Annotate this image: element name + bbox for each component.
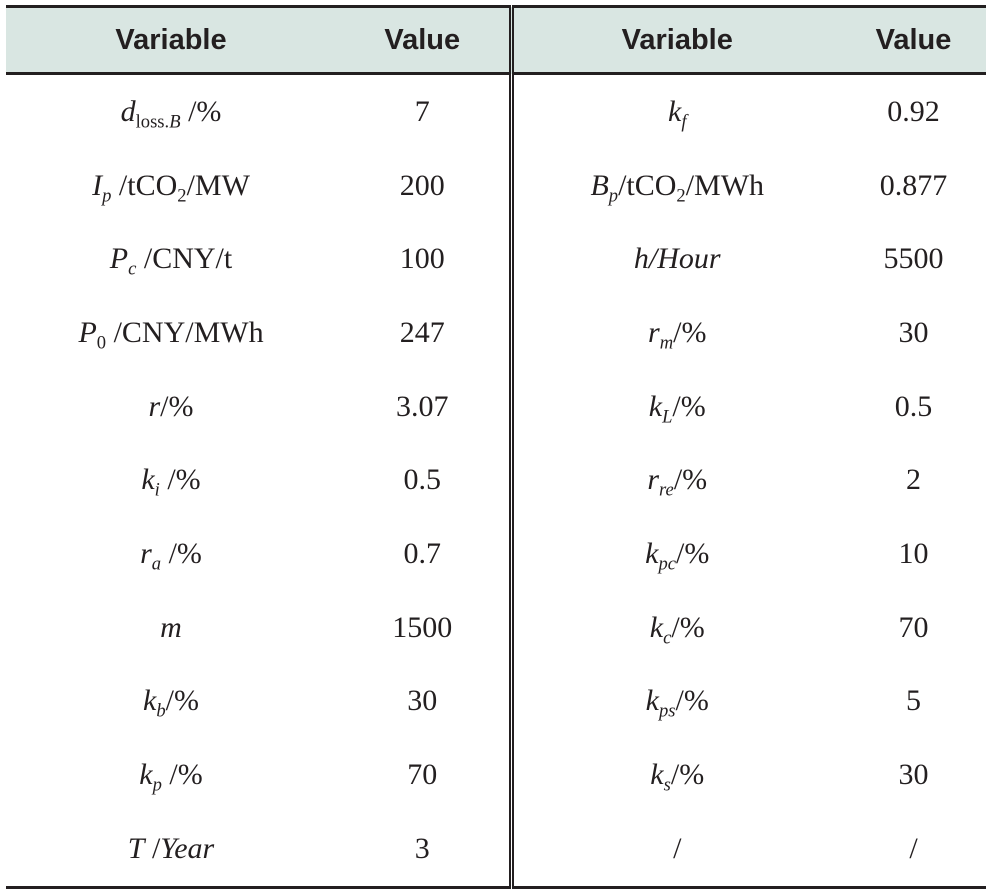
- variable-cell: kps/%: [645, 684, 709, 722]
- variable-cell: kc/%: [649, 610, 705, 649]
- variable-cell: /: [511, 811, 841, 889]
- table-row: ki /% 0.5 rre/% 2: [6, 443, 986, 518]
- table-row: dloss.B /% 7 kf 0.92: [6, 73, 986, 149]
- variable-cell: m: [160, 610, 182, 644]
- value-cell: 30: [336, 664, 514, 739]
- variable-cell: rre/%: [647, 463, 708, 501]
- variable-cell: r/%: [148, 389, 194, 423]
- variable-cell: ra /%: [140, 536, 202, 575]
- variable-cell: ks/%: [650, 758, 705, 796]
- value-cell: 0.877: [879, 168, 948, 202]
- variable-cell: kf: [668, 94, 687, 133]
- variable-cell: kb/%: [143, 684, 199, 722]
- header-value-left: Value: [336, 5, 514, 75]
- header-value-right: Value: [841, 5, 986, 75]
- variable-cell: kpc/%: [645, 536, 710, 575]
- value-cell: 0.5: [894, 389, 933, 423]
- variable-cell: kL/%: [648, 389, 706, 428]
- value-cell: 10: [898, 536, 929, 570]
- value-cell: 30: [898, 315, 929, 349]
- variable-cell: Pc /CNY/t: [109, 242, 233, 280]
- table-row: m 1500 kc/% 70: [6, 590, 986, 665]
- table-row: kb/% 30 kps/% 5: [6, 664, 986, 739]
- value-cell: 3: [336, 811, 514, 889]
- table-row: Ip /tCO2/MW 200 Bp/tCO2/MWh 0.877: [6, 148, 986, 223]
- variable-cell: ki /%: [141, 463, 201, 501]
- table-row: P0 /CNY/MWh 247 rm/% 30: [6, 296, 986, 370]
- variable-cell: dloss.B /%: [120, 94, 222, 133]
- variable-cell: rm/%: [648, 315, 707, 354]
- table-row: ra /% 0.7 kpc/% 10: [6, 517, 986, 591]
- variable-cell: h/Hour: [633, 242, 721, 276]
- value-cell: 70: [898, 610, 929, 644]
- table-row: kp /% 70 ks/% 30: [6, 738, 986, 812]
- value-cell: 200: [336, 148, 514, 223]
- header-row: Variable Value Variable Value: [6, 5, 986, 75]
- value-cell: 5: [906, 684, 921, 718]
- value-cell: 0.7: [336, 517, 514, 591]
- table-row: Pc /CNY/t 100 h/Hour 5500: [6, 222, 986, 297]
- header-variable-left: Variable: [6, 5, 336, 75]
- parameter-table-container: Variable Value Variable Value dloss.B /%…: [6, 5, 986, 889]
- header-variable-right: Variable: [511, 5, 841, 75]
- value-cell: 30: [898, 758, 929, 792]
- table-row: T /Year 3 / /: [6, 811, 986, 889]
- value-cell: 0.5: [336, 443, 514, 518]
- variable-cell: P0 /CNY/MWh: [78, 315, 264, 354]
- value-cell: 7: [336, 73, 514, 149]
- variable-cell: kp /%: [139, 758, 203, 796]
- value-cell: 247: [336, 296, 514, 370]
- value-cell: 2: [906, 463, 921, 497]
- value-cell: 5500: [883, 242, 944, 276]
- table-row: r/% 3.07 kL/% 0.5: [6, 369, 986, 444]
- variable-cell: T /Year: [6, 811, 336, 889]
- value-cell: /: [841, 811, 986, 889]
- variable-cell: Ip /tCO2/MW: [92, 168, 250, 207]
- value-cell: 3.07: [336, 369, 514, 444]
- parameter-table: Variable Value Variable Value dloss.B /%…: [6, 5, 986, 889]
- value-cell: 1500: [336, 590, 514, 665]
- value-cell: 70: [336, 738, 514, 812]
- variable-cell: Bp/tCO2/MWh: [590, 168, 765, 207]
- value-cell: 0.92: [887, 94, 940, 128]
- value-cell: 100: [336, 222, 514, 297]
